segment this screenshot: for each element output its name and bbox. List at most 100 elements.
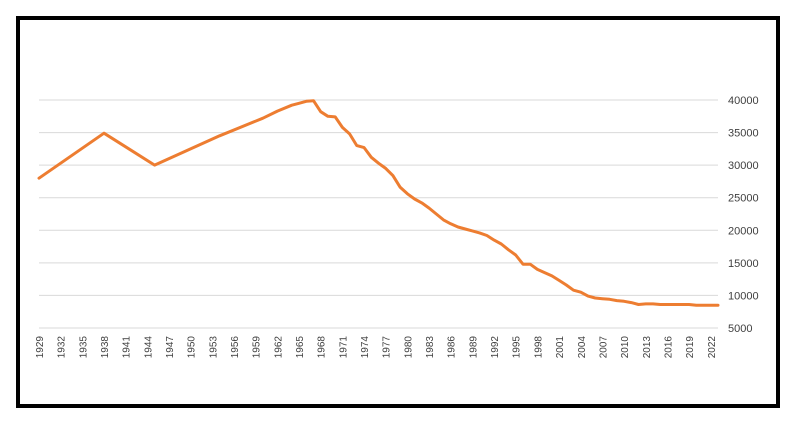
data-point [594, 297, 597, 300]
x-tick-label: 1929 [35, 336, 46, 359]
y-tick-label: 20000 [728, 225, 759, 237]
data-point [319, 110, 322, 113]
x-tick-label: 1986 [447, 336, 458, 359]
series-line [37, 99, 720, 307]
x-tick-label: 2007 [598, 336, 609, 359]
x-tick-label: 1944 [143, 336, 154, 359]
data-point [579, 291, 582, 294]
x-tick-label: 1962 [273, 336, 284, 359]
x-tick-label: 2016 [663, 336, 674, 359]
data-point [428, 207, 431, 210]
data-point [305, 100, 308, 103]
data-point [615, 299, 618, 302]
data-point [334, 115, 337, 118]
data-point [370, 156, 373, 159]
data-point [399, 186, 402, 189]
data-point [601, 297, 604, 300]
x-tick-label: 1953 [208, 336, 219, 359]
x-tick-label: 2010 [620, 336, 631, 359]
y-tick-label: 25000 [728, 193, 759, 205]
data-point [471, 229, 474, 232]
x-tick-label: 1932 [57, 336, 68, 359]
data-point [586, 295, 589, 298]
y-axis-ticks: 5000 10000 15000 20000 25000 30000 35000 40000 [728, 95, 759, 335]
data-point [521, 263, 524, 266]
x-tick-label: 1959 [252, 336, 263, 359]
data-point [348, 132, 351, 135]
data-point [464, 227, 467, 230]
gridlines [39, 99, 718, 329]
x-tick-label: 1974 [360, 336, 371, 359]
data-point [413, 198, 416, 201]
x-tick-label: 1971 [338, 336, 349, 359]
data-point [326, 115, 329, 118]
data-point [709, 304, 712, 307]
data-point [666, 303, 669, 306]
data-point [341, 126, 344, 129]
series-layer [37, 99, 720, 307]
data-point [290, 104, 293, 107]
data-point [485, 234, 488, 237]
data-point [572, 289, 575, 292]
y-tick-label: 10000 [728, 290, 759, 302]
x-tick-label: 1935 [78, 336, 89, 359]
data-point [688, 303, 691, 306]
data-point [623, 300, 626, 303]
x-tick-label: 1965 [295, 336, 306, 359]
x-tick-label: 1968 [317, 336, 328, 359]
data-point [529, 263, 532, 266]
x-tick-label: 1947 [165, 336, 176, 359]
data-point [550, 274, 553, 277]
x-tick-label: 1995 [512, 336, 523, 359]
data-point [702, 304, 705, 307]
x-tick-label: 1983 [425, 336, 436, 359]
x-tick-label: 2022 [707, 336, 718, 359]
data-point [659, 303, 662, 306]
data-point [384, 167, 387, 170]
data-point [298, 102, 301, 105]
x-tick-label: 1938 [100, 336, 111, 359]
data-point [420, 201, 423, 204]
data-point [355, 144, 358, 147]
data-point [608, 298, 611, 301]
x-tick-label: 2019 [685, 336, 696, 359]
data-point [651, 302, 654, 305]
x-tick-label: 1998 [533, 336, 544, 359]
chart-frame: 5000 10000 15000 20000 25000 30000 35000 40000 … [16, 16, 780, 408]
x-tick-label: 1989 [468, 336, 479, 359]
data-point [312, 99, 315, 102]
data-point [630, 301, 633, 304]
data-point [717, 304, 720, 307]
x-tick-label: 1980 [403, 336, 414, 359]
data-point [449, 222, 452, 225]
x-tick-label: 2013 [642, 336, 653, 359]
line-chart: 500010000150002000025000300003500040000 … [35, 95, 759, 359]
x-tick-label: 1977 [382, 336, 393, 359]
data-point [493, 239, 496, 242]
data-point [363, 146, 366, 149]
data-point [456, 226, 459, 229]
data-point [680, 303, 683, 306]
data-point [406, 192, 409, 195]
data-point [500, 242, 503, 245]
data-point [377, 162, 380, 165]
data-point [391, 174, 394, 177]
data-point [153, 164, 156, 167]
data-point [276, 110, 279, 113]
data-point [637, 303, 640, 306]
data-point [536, 268, 539, 271]
x-tick-label: 1950 [187, 336, 198, 359]
data-point [38, 177, 41, 180]
data-point [442, 218, 445, 221]
x-tick-label: 1941 [122, 336, 133, 359]
data-point [565, 284, 568, 287]
data-point [218, 134, 221, 137]
y-tick-label: 35000 [728, 128, 759, 140]
data-point [543, 271, 546, 274]
data-point [478, 231, 481, 234]
y-tick-label: 5000 [728, 323, 752, 335]
y-tick-label: 15000 [728, 258, 759, 270]
data-point [103, 132, 106, 135]
data-point [507, 248, 510, 251]
data-point [261, 117, 264, 120]
